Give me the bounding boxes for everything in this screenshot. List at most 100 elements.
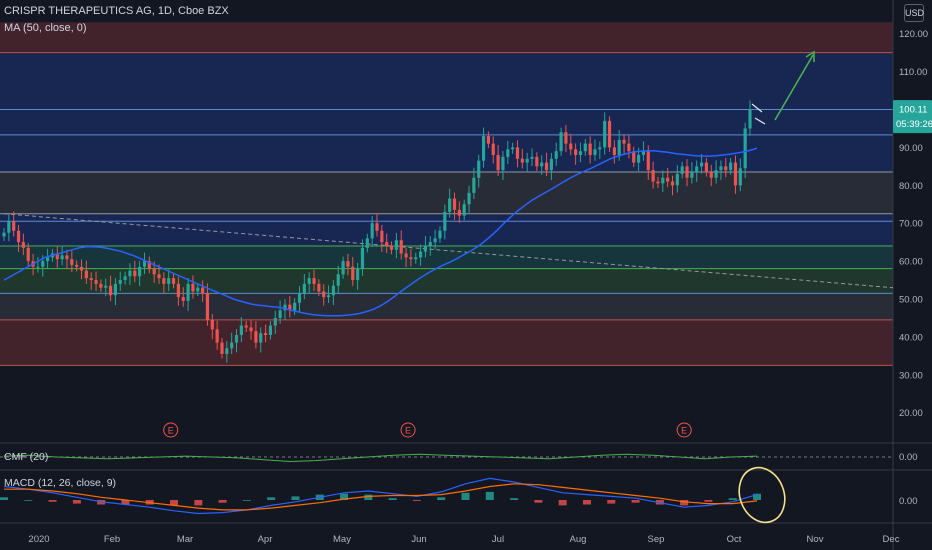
candle-body-47 <box>230 342 234 349</box>
earnings-marker-0[interactable]: E <box>163 422 179 438</box>
time-tick-5[interactable]: Jun <box>411 534 426 545</box>
time-tick-2[interactable]: Mar <box>177 534 193 545</box>
candle-body-111 <box>540 162 544 167</box>
macd-hist-8 <box>194 500 203 506</box>
candle-body-27 <box>133 270 137 277</box>
flag-marks <box>751 103 766 125</box>
macd-hist-26 <box>631 500 640 503</box>
candle-body-65 <box>317 283 321 292</box>
price-tick-8: 40.00 <box>899 332 923 343</box>
candle-body-144 <box>699 162 704 167</box>
macd-hist-5 <box>121 500 130 505</box>
candle-body-32 <box>157 274 161 279</box>
time-tick-10[interactable]: Nov <box>807 534 824 545</box>
candle-body-53 <box>259 333 263 343</box>
macd-hist-3 <box>72 500 81 504</box>
candle-body-138 <box>670 181 675 186</box>
candle-body-24 <box>118 280 122 284</box>
earnings-marker-1[interactable]: E <box>400 422 416 438</box>
macd-hist-21 <box>510 498 519 500</box>
time-tick-0[interactable]: 2020 <box>28 534 49 545</box>
candle-body-34 <box>167 278 171 284</box>
candle-body-89 <box>433 238 437 243</box>
candle-body-48 <box>234 335 239 343</box>
candle-body-11 <box>55 253 59 260</box>
candle-body-19 <box>94 280 98 284</box>
candle-body-9 <box>45 257 50 262</box>
candle-body-43 <box>210 319 214 330</box>
candle-body-108 <box>525 158 529 163</box>
candle-body-128 <box>622 139 626 144</box>
up-arrow-head <box>805 50 815 62</box>
candle-body-58 <box>283 304 287 311</box>
currency-button[interactable]: USD <box>904 4 924 22</box>
price-tick-0: 120.00 <box>899 29 928 40</box>
candle-body-23 <box>113 283 118 296</box>
candle-body-20 <box>99 283 103 288</box>
candle-body-61 <box>297 293 302 303</box>
candle-body-77 <box>375 223 379 231</box>
macd-hist-17 <box>412 500 421 501</box>
candle-body-74 <box>360 247 365 269</box>
candle-body-112 <box>544 162 549 171</box>
candle-body-114 <box>554 151 558 159</box>
indicator-panes <box>0 453 893 524</box>
candle-body-49 <box>239 325 243 336</box>
time-tick-6[interactable]: Jul <box>492 534 504 545</box>
candle-body-68 <box>331 285 336 296</box>
candle-body-45 <box>220 342 224 354</box>
time-tick-9[interactable]: Oct <box>727 534 742 545</box>
macd-label: MACD (12, 26, close, 9) <box>4 477 117 489</box>
time-axis[interactable]: 2020 Feb Mar Apr May Jun Jul Aug Sep Oct Nov Dec <box>28 534 899 545</box>
candle-body-17 <box>84 270 88 279</box>
candles <box>2 100 752 363</box>
price-axis[interactable]: 120.00110.00100.0090.0080.0070.0060.0050… <box>893 29 932 507</box>
price-zone-2 <box>0 109 893 173</box>
macd-hist-1 <box>24 500 33 501</box>
time-tick-8[interactable]: Sep <box>648 534 665 545</box>
earnings-letter-1: E <box>405 426 411 436</box>
price-zone-1 <box>0 52 893 110</box>
macd-hist-12 <box>291 496 300 500</box>
candle-body-118 <box>574 149 578 155</box>
candle-body-86 <box>418 251 423 258</box>
price-tick-1: 110.00 <box>899 67 927 78</box>
candle-body-39 <box>191 283 195 292</box>
time-tick-1[interactable]: Feb <box>104 534 120 545</box>
candle-body-8 <box>41 261 45 267</box>
candle-body-40 <box>196 287 200 292</box>
macd-hist-9 <box>218 500 227 503</box>
candle-body-51 <box>249 327 253 332</box>
candle-body-96 <box>467 192 471 205</box>
time-tick-11[interactable]: Dec <box>883 534 900 545</box>
time-tick-4[interactable]: May <box>333 534 351 545</box>
candle-body-79 <box>385 242 389 246</box>
time-tick-3[interactable]: Apr <box>258 534 273 545</box>
candle-body-137 <box>666 177 670 182</box>
price-zone-4 <box>0 213 893 246</box>
moving-average-line <box>3 147 758 317</box>
candle-body-146 <box>709 172 713 178</box>
price-tick-3: 90.00 <box>899 143 923 154</box>
macd-line <box>3 477 758 515</box>
candle-body-83 <box>404 253 408 258</box>
time-tick-7[interactable]: Aug <box>570 534 587 545</box>
candle-body-92 <box>448 198 452 212</box>
macd-hist-28 <box>680 500 689 506</box>
candle-body-42 <box>205 293 210 320</box>
annotations <box>751 50 815 125</box>
countdown-label: 05:39:26 <box>896 119 932 130</box>
candle-body-95 <box>462 204 466 216</box>
earnings-marker-2[interactable]: E <box>676 422 692 438</box>
macd-hist-2 <box>48 500 57 502</box>
candle-body-30 <box>147 261 151 269</box>
candle-body-1 <box>7 221 11 233</box>
candle-body-117 <box>569 143 573 150</box>
cmf-line <box>3 453 758 463</box>
candle-body-64 <box>312 278 316 284</box>
candle-body-14 <box>70 259 74 265</box>
candle-body-151 <box>733 162 738 186</box>
